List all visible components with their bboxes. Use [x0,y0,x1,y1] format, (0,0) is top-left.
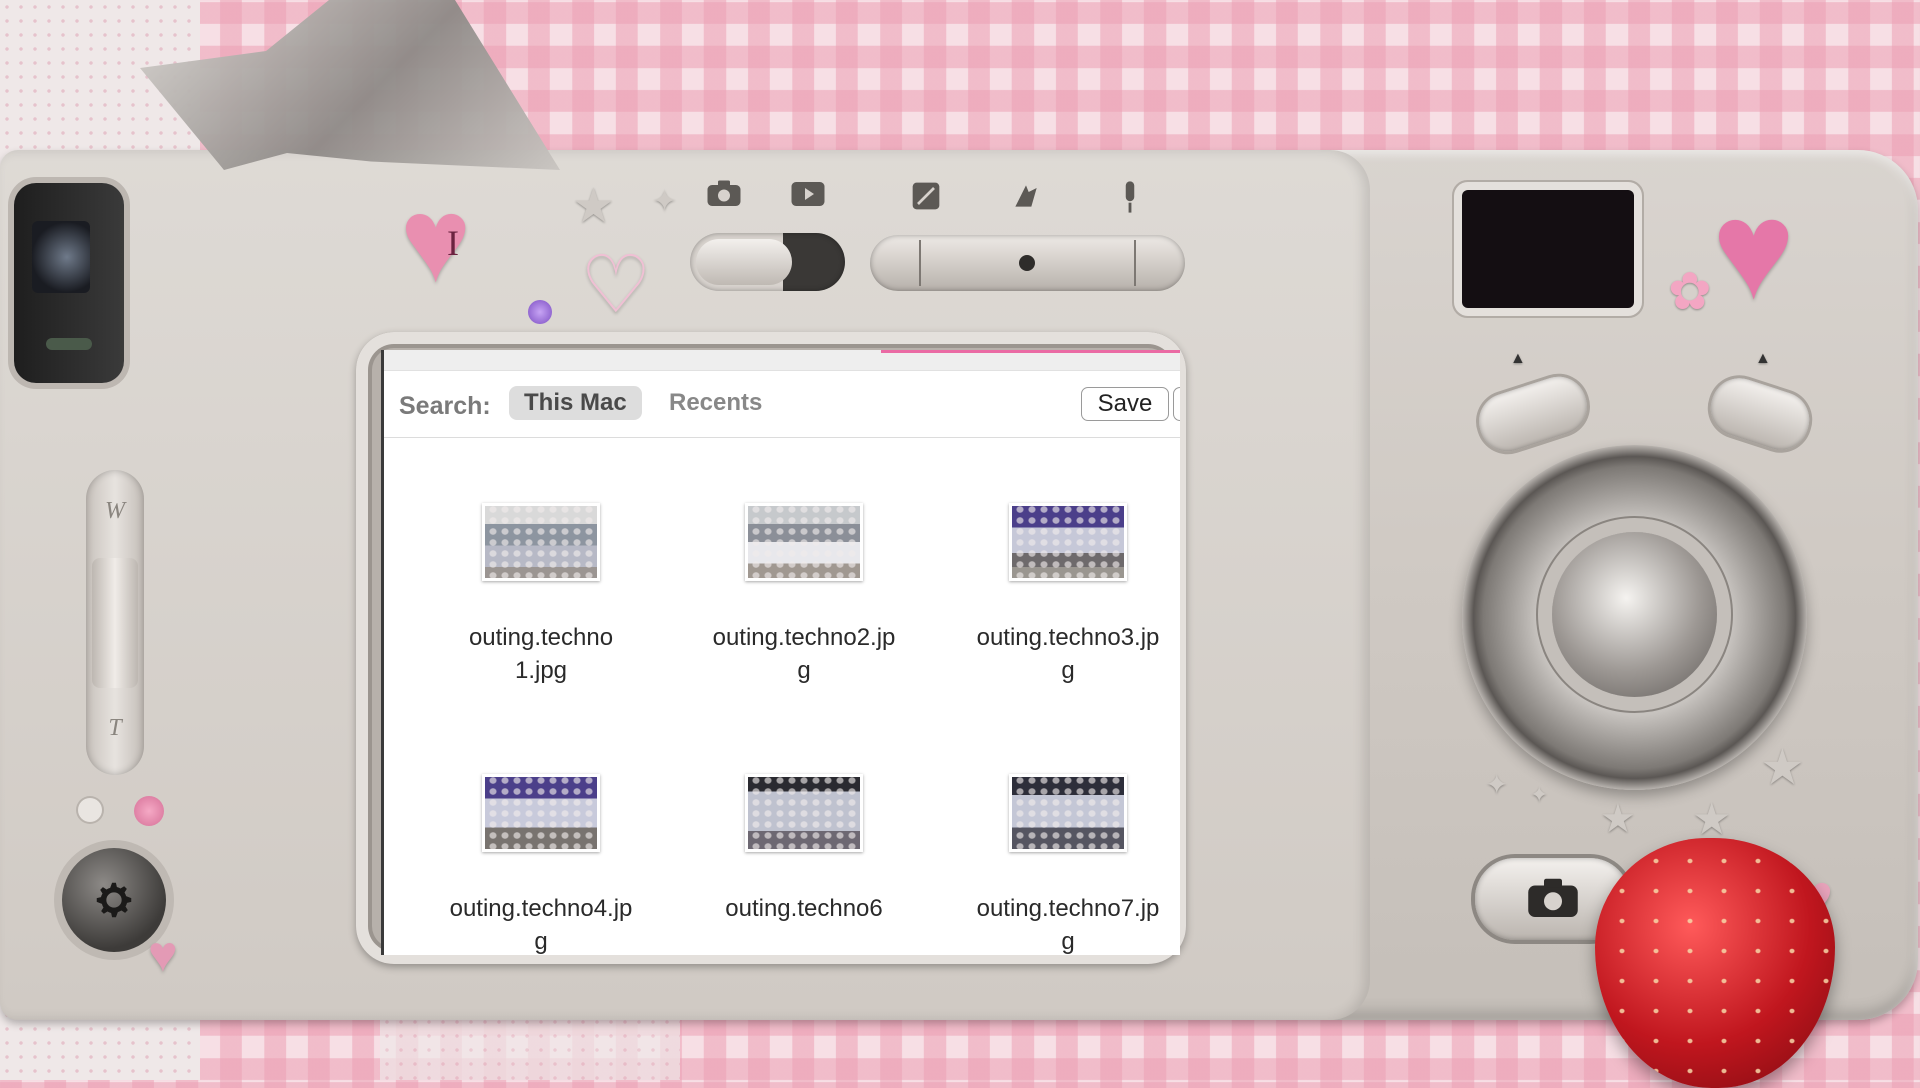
pink-heart-sticker-small: ♥ [148,926,178,982]
scope-recents[interactable]: Recents [669,389,763,416]
scene-icon[interactable] [1010,180,1042,219]
status-lcd [1462,190,1634,308]
zoom-rocker[interactable]: W T [86,470,144,775]
file-name: outing.techno2.jp g [712,624,896,684]
file-item[interactable]: outing.techno4.jp g [411,774,671,955]
control-dial-ok-button[interactable] [1552,532,1717,697]
glitter-heart-sticker: ♥ [1712,171,1796,328]
dialog-top-strip [384,350,1180,371]
file-name: outing.techno6 [725,895,883,922]
heart-button[interactable]: ♥ [400,173,472,307]
small-round-button[interactable] [78,798,102,822]
menu-nav-bar[interactable] [870,235,1185,291]
file-thumbnail[interactable] [1009,503,1127,581]
zoom-down-indicator: ▲ [1510,350,1526,367]
purple-gem-icon [528,300,552,324]
loading-progress-bar [881,350,1180,353]
edit-icon[interactable] [910,180,942,219]
file-name: outing.techno3.jp g [976,624,1160,684]
file-item[interactable]: outing.techno3.jp g [938,503,1180,687]
small-star-sparkle-icon: ✦ [1485,769,1509,800]
file-thumbnail[interactable] [482,503,600,581]
small-star-sparkle-icon: ✦ [652,185,678,218]
shutter-camera-icon [1527,878,1578,917]
file-name: outing.techno7.jp g [976,895,1160,955]
small-star-sparkle-icon: ✦ [1530,782,1549,807]
search-label: Search: [399,392,491,420]
file-grid: outing.techno 1.jpg outing.techno2.jp g ou… [384,438,1180,955]
file-name: outing.techno 1.jpg [468,624,614,684]
status-led [46,338,92,350]
zoom-wide-label: W [105,498,125,524]
search-scope-bar: Search: This Mac Recents Save [384,370,1180,438]
zoom-up-indicator: ▲ [1755,350,1771,367]
settings-button[interactable] [62,848,166,952]
playback-icon[interactable] [790,180,826,215]
heart-button-label: I [447,223,459,263]
gear-icon [96,882,132,918]
pink-flower-sticker: ✿ [1668,263,1712,321]
nav-divider [1133,240,1136,286]
file-item[interactable]: outing.techno2.jp g [674,503,934,687]
clipped-button-edge[interactable] [1173,387,1180,421]
star-sparkle-icon: ★ [1600,797,1636,841]
strawberry-sticker [1595,838,1835,1088]
zoom-tele-label: T [108,715,122,741]
star-sparkle-icon: ★ [1692,795,1732,844]
zoom-rocker-center[interactable] [92,558,138,688]
speckled-background-bottom [380,1015,680,1080]
scope-this-mac[interactable]: This Mac [509,386,642,420]
mode-toggle-knob[interactable] [696,239,792,285]
file-thumbnail[interactable] [1009,774,1127,852]
file-item[interactable]: outing.techno6 [674,774,934,925]
mode-toggle[interactable] [690,233,845,291]
file-name: outing.techno4.jp g [449,895,633,955]
file-thumbnail[interactable] [745,503,863,581]
camera-mode-icon[interactable] [706,180,742,215]
star-sparkle-icon: ★ [1760,739,1805,795]
nav-divider [919,240,922,286]
outline-heart-sticker: ♡ [580,240,652,329]
file-item[interactable]: outing.techno 1.jpg [411,503,671,687]
microphone-icon[interactable] [1122,180,1138,221]
file-save-dialog: Search: This Mac Recents Save outing.tec… [381,350,1180,955]
file-thumbnail[interactable] [745,774,863,852]
viewfinder [14,183,124,383]
pink-gem-icon [134,796,164,826]
file-thumbnail[interactable] [482,774,600,852]
star-strap-decoration [140,0,560,170]
file-item[interactable]: outing.techno7.jp g [938,774,1180,955]
star-sparkle-icon: ★ [572,180,616,233]
save-search-button[interactable]: Save [1081,387,1169,421]
nav-center-dot[interactable] [1019,255,1036,271]
viewfinder-lens [32,221,90,293]
